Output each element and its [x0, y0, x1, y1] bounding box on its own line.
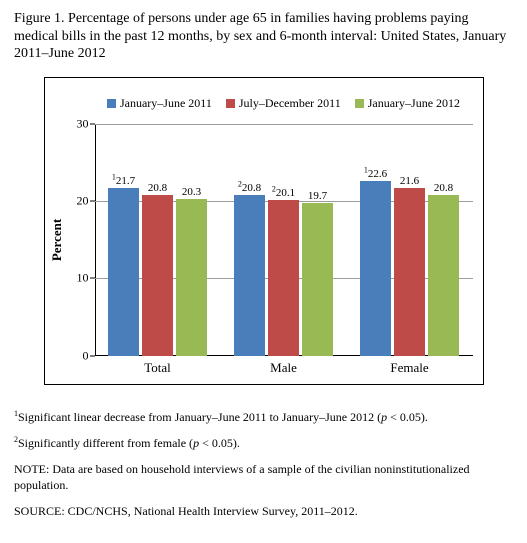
bar-value-label: 20.8: [148, 182, 167, 194]
bar: 220.1: [268, 200, 298, 355]
legend-swatch: [355, 99, 364, 108]
bar-value-text: 20.1: [276, 187, 295, 199]
bar-value-text: 21.6: [400, 175, 419, 187]
ytick-label: 0: [83, 348, 89, 363]
bar-group: 121.720.820.3: [95, 124, 221, 356]
footnote-1: 1Significant linear decrease from Januar…: [14, 409, 513, 425]
bar: 20.8: [142, 195, 172, 356]
legend-item: January–June 2012: [355, 96, 460, 111]
bar-value-label: 20.3: [182, 186, 201, 198]
y-axis-label: Percent: [49, 218, 65, 260]
footnote-2-tail: < 0.05).: [199, 436, 240, 450]
footnotes: 1Significant linear decrease from Januar…: [14, 409, 513, 520]
legend-label: January–June 2012: [368, 96, 460, 111]
bar-value-text: 20.8: [148, 182, 167, 194]
footnote-1-text: Significant linear decrease from January…: [18, 410, 381, 424]
legend-item: January–June 2011: [107, 96, 212, 111]
x-category-label: Female: [347, 360, 473, 378]
legend-swatch: [226, 99, 235, 108]
bar-value-text: 19.7: [308, 190, 327, 202]
bar-value-text: 20.3: [182, 186, 201, 198]
ytick-label: 10: [77, 271, 89, 286]
bar-group: 220.8220.119.7: [221, 124, 347, 356]
figure-page: Figure 1. Percentage of persons under ag…: [0, 0, 527, 543]
bar: 121.7: [108, 188, 138, 356]
bar-group: 122.621.620.8: [347, 124, 473, 356]
x-category-label: Male: [221, 360, 347, 378]
bar-value-label: 122.6: [364, 168, 387, 180]
bar-value-label: 19.7: [308, 190, 327, 202]
bar: 220.8: [234, 195, 264, 356]
footnote-note: NOTE: Data are based on household interv…: [14, 461, 513, 493]
plot-region: January–June 2011 July–December 2011 Janua…: [95, 94, 473, 356]
bar-value-text: 22.6: [368, 168, 387, 180]
footnote-2: 2Significantly different from female (p …: [14, 435, 513, 451]
bar-value-label: 220.8: [238, 182, 261, 194]
bar-value-label: 121.7: [112, 175, 135, 187]
figure-title: Figure 1. Percentage of persons under ag…: [14, 10, 513, 63]
legend-label: January–June 2011: [120, 96, 212, 111]
ytick-label: 30: [77, 116, 89, 131]
x-category-labels: TotalMaleFemale: [95, 360, 473, 378]
chart-legend: January–June 2011 July–December 2011 Janua…: [95, 96, 473, 111]
bar: 20.3: [176, 199, 206, 356]
bar-value-text: 21.7: [116, 175, 135, 187]
bar-value-label: 20.8: [434, 182, 453, 194]
bar: 21.6: [394, 188, 424, 355]
ytick-label: 20: [77, 193, 89, 208]
bar: 122.6: [360, 181, 390, 356]
bar: 19.7: [302, 203, 332, 355]
bar: 20.8: [428, 195, 458, 356]
bar-value-label: 21.6: [400, 175, 419, 187]
footnote-source: SOURCE: CDC/NCHS, National Health Interv…: [14, 503, 513, 519]
footnote-1-tail: < 0.05).: [387, 410, 428, 424]
legend-item: July–December 2011: [226, 96, 341, 111]
legend-swatch: [107, 99, 116, 108]
bar-value-label: 220.1: [272, 187, 295, 199]
bar-value-text: 20.8: [434, 182, 453, 194]
bars-layer: 121.720.820.3220.8220.119.7122.621.620.8: [95, 124, 473, 356]
legend-label: July–December 2011: [239, 96, 341, 111]
x-category-label: Total: [95, 360, 221, 378]
footnote-2-text: Significantly different from female (: [18, 436, 193, 450]
chart-container: January–June 2011 July–December 2011 Janua…: [44, 77, 484, 385]
bar-value-text: 20.8: [242, 182, 261, 194]
